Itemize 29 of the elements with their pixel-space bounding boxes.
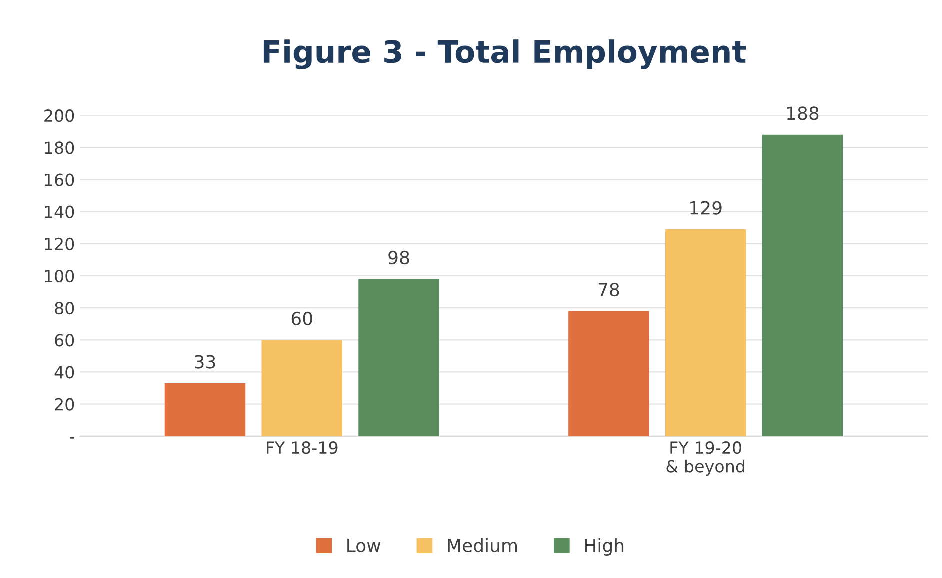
y-tick-label: -: [70, 437, 74, 439]
bar: [358, 279, 440, 436]
bar: [164, 383, 246, 436]
bar: [262, 340, 342, 436]
data-label: 129: [690, 201, 722, 215]
y-tick-label: 20: [55, 398, 74, 411]
y-tick-label: 60: [55, 334, 74, 347]
y-tick-label: 160: [45, 174, 74, 186]
y-tick-label: 80: [55, 302, 74, 315]
bar: [762, 134, 844, 436]
y-tick-label: 40: [54, 366, 74, 379]
legend-label: Medium: [448, 538, 518, 552]
y-tick-label: 140: [45, 206, 74, 218]
chart-title: Figure 3 - Total Employment: [264, 40, 746, 70]
data-label: 60: [292, 312, 312, 326]
data-label: 33: [195, 355, 216, 369]
data-label: 188: [787, 106, 819, 120]
y-tick-label: 100: [45, 270, 74, 283]
legend-label: Low: [348, 539, 381, 552]
data-label: 78: [598, 283, 620, 297]
y-tick-label: 200: [44, 110, 74, 122]
y-tick-label: 180: [45, 142, 74, 154]
bar: [665, 229, 746, 436]
y-tick-label: 120: [45, 238, 74, 250]
x-tick-label: FY 19-20 & beyond: [666, 442, 744, 476]
x-tick-label: FY 18-19: [267, 442, 338, 454]
legend-label: High: [585, 538, 624, 556]
bar: [568, 311, 650, 436]
data-label: 98: [388, 250, 410, 265]
